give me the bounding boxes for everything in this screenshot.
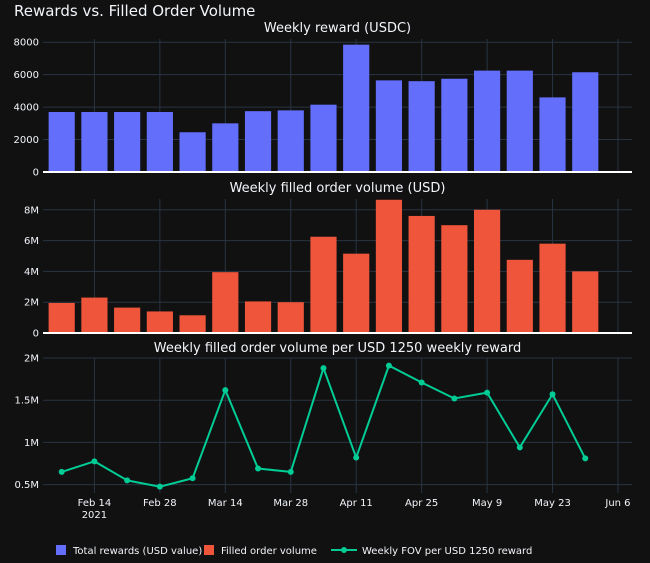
volume-bar <box>310 236 337 333</box>
volume-bar <box>277 302 304 333</box>
xtick-label: Apr 25 <box>405 498 438 509</box>
xtick-label: Feb 14 <box>78 498 112 509</box>
volume-bar <box>81 297 108 333</box>
volume-bar <box>375 199 403 333</box>
fov-point <box>58 468 65 475</box>
reward-bar <box>375 80 403 172</box>
volume-ytick-label: 4M <box>24 267 39 278</box>
volume-bar <box>244 301 272 333</box>
reward-bar <box>48 111 75 172</box>
fov-point <box>124 477 131 484</box>
reward-subplot-title: Weekly reward (USDC) <box>264 21 411 36</box>
fov-point <box>418 379 425 386</box>
xtick-label: May 23 <box>534 498 571 509</box>
fov-ytick-label: 1M <box>24 438 39 449</box>
reward-bar <box>441 78 468 172</box>
fov-point <box>189 475 196 482</box>
volume-bar <box>408 215 435 333</box>
volume-bar <box>146 311 173 333</box>
reward-ytick-label: 0 <box>33 168 39 179</box>
reward-bar <box>277 110 304 172</box>
fov-ytick-label: 0.5M <box>14 480 39 491</box>
xtick-label: Mar 14 <box>208 498 243 509</box>
fov-point <box>549 391 556 398</box>
fov-point <box>320 365 327 372</box>
reward-bar <box>506 70 533 172</box>
volume-ytick-label: 2M <box>24 298 39 309</box>
volume-bar <box>212 272 239 333</box>
figure-title: Rewards vs. Filled Order Volume <box>14 2 255 20</box>
volume-bar <box>114 307 141 333</box>
reward-bar <box>212 123 239 172</box>
xtick-year-label: 2021 <box>82 510 107 521</box>
fov-point <box>484 389 491 396</box>
reward-bar <box>343 44 370 172</box>
reward-bar <box>81 111 108 172</box>
volume-bar <box>441 225 468 333</box>
legend-label: Weekly FOV per USD 1250 reward <box>362 546 532 557</box>
reward-bar <box>146 111 173 172</box>
volume-bar <box>473 209 501 333</box>
fov-point <box>582 455 589 462</box>
legend-swatch <box>56 545 66 555</box>
xtick-label: Apr 11 <box>340 498 373 509</box>
reward-bar <box>473 70 501 172</box>
reward-bar <box>310 104 337 172</box>
fov-subplot-title: Weekly filled order volume per USD 1250 … <box>154 341 521 356</box>
fov-point <box>91 458 98 465</box>
fov-point <box>255 465 262 472</box>
legend-label: Filled order volume <box>221 546 317 557</box>
fov-ytick-label: 2M <box>24 354 39 365</box>
reward-ytick-label: 6000 <box>14 70 39 81</box>
xtick-label: Jun 6 <box>604 498 630 509</box>
reward-bar <box>408 81 435 172</box>
volume-ytick-label: 6M <box>24 236 39 247</box>
volume-subplot-title: Weekly filled order volume (USD) <box>230 181 446 196</box>
fov-point <box>222 387 229 394</box>
volume-bar <box>506 259 533 333</box>
reward-ytick-label: 2000 <box>14 135 39 146</box>
xtick-label: Feb 28 <box>143 498 177 509</box>
fov-point <box>385 362 392 369</box>
volume-bar <box>572 271 599 333</box>
fov-point <box>451 395 458 402</box>
volume-bar <box>539 243 566 333</box>
volume-bar <box>179 315 206 333</box>
fov-series-line <box>61 364 587 488</box>
fov-ytick-label: 1.5M <box>14 396 39 407</box>
fov-point <box>516 444 523 451</box>
reward-bar <box>114 111 141 172</box>
legend-marker <box>341 547 347 553</box>
legend-swatch <box>204 545 214 555</box>
volume-bar <box>48 302 75 333</box>
fov-point <box>287 468 294 475</box>
reward-ytick-label: 4000 <box>14 103 39 114</box>
volume-ytick-label: 0 <box>33 329 39 340</box>
fov-point <box>156 483 163 490</box>
xtick-label: May 9 <box>472 498 502 509</box>
legend: Total rewards (USD value) Filled order vo… <box>56 545 532 557</box>
reward-bar <box>179 132 206 172</box>
fov-point <box>353 454 360 461</box>
reward-ytick-label: 8000 <box>14 38 39 49</box>
volume-ytick-label: 8M <box>24 205 39 216</box>
reward-bar <box>572 72 599 172</box>
reward-bar <box>244 111 272 172</box>
reward-bar <box>539 97 566 172</box>
legend-label: Total rewards (USD value) <box>72 546 202 557</box>
xtick-label: Mar 28 <box>273 498 308 509</box>
volume-bar <box>343 253 370 333</box>
